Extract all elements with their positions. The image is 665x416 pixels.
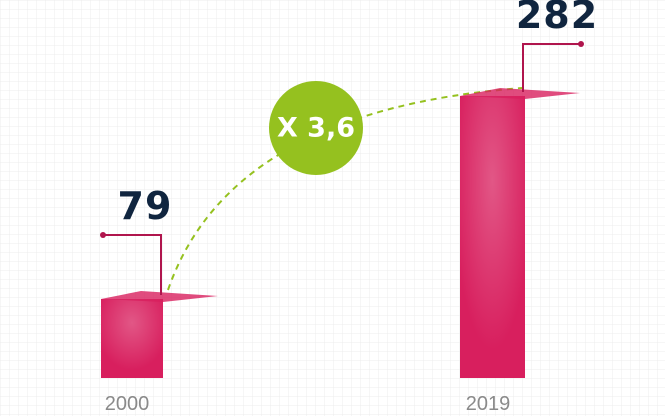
category-label: 2019 xyxy=(466,393,511,415)
leader-dot xyxy=(100,232,106,238)
value-label: 79 xyxy=(118,184,173,228)
bar-shine xyxy=(101,299,163,378)
category-label: 2000 xyxy=(105,393,150,415)
multiplier-text: X 3,6 xyxy=(277,113,355,144)
multiplier-badge xyxy=(269,81,363,175)
value-label: 282 xyxy=(516,0,598,37)
leader-dot xyxy=(578,41,584,47)
leader-line xyxy=(103,234,162,295)
bar-top xyxy=(101,291,218,302)
leader-line xyxy=(522,43,581,92)
bar-top xyxy=(460,88,580,99)
bar-shine xyxy=(460,96,525,378)
